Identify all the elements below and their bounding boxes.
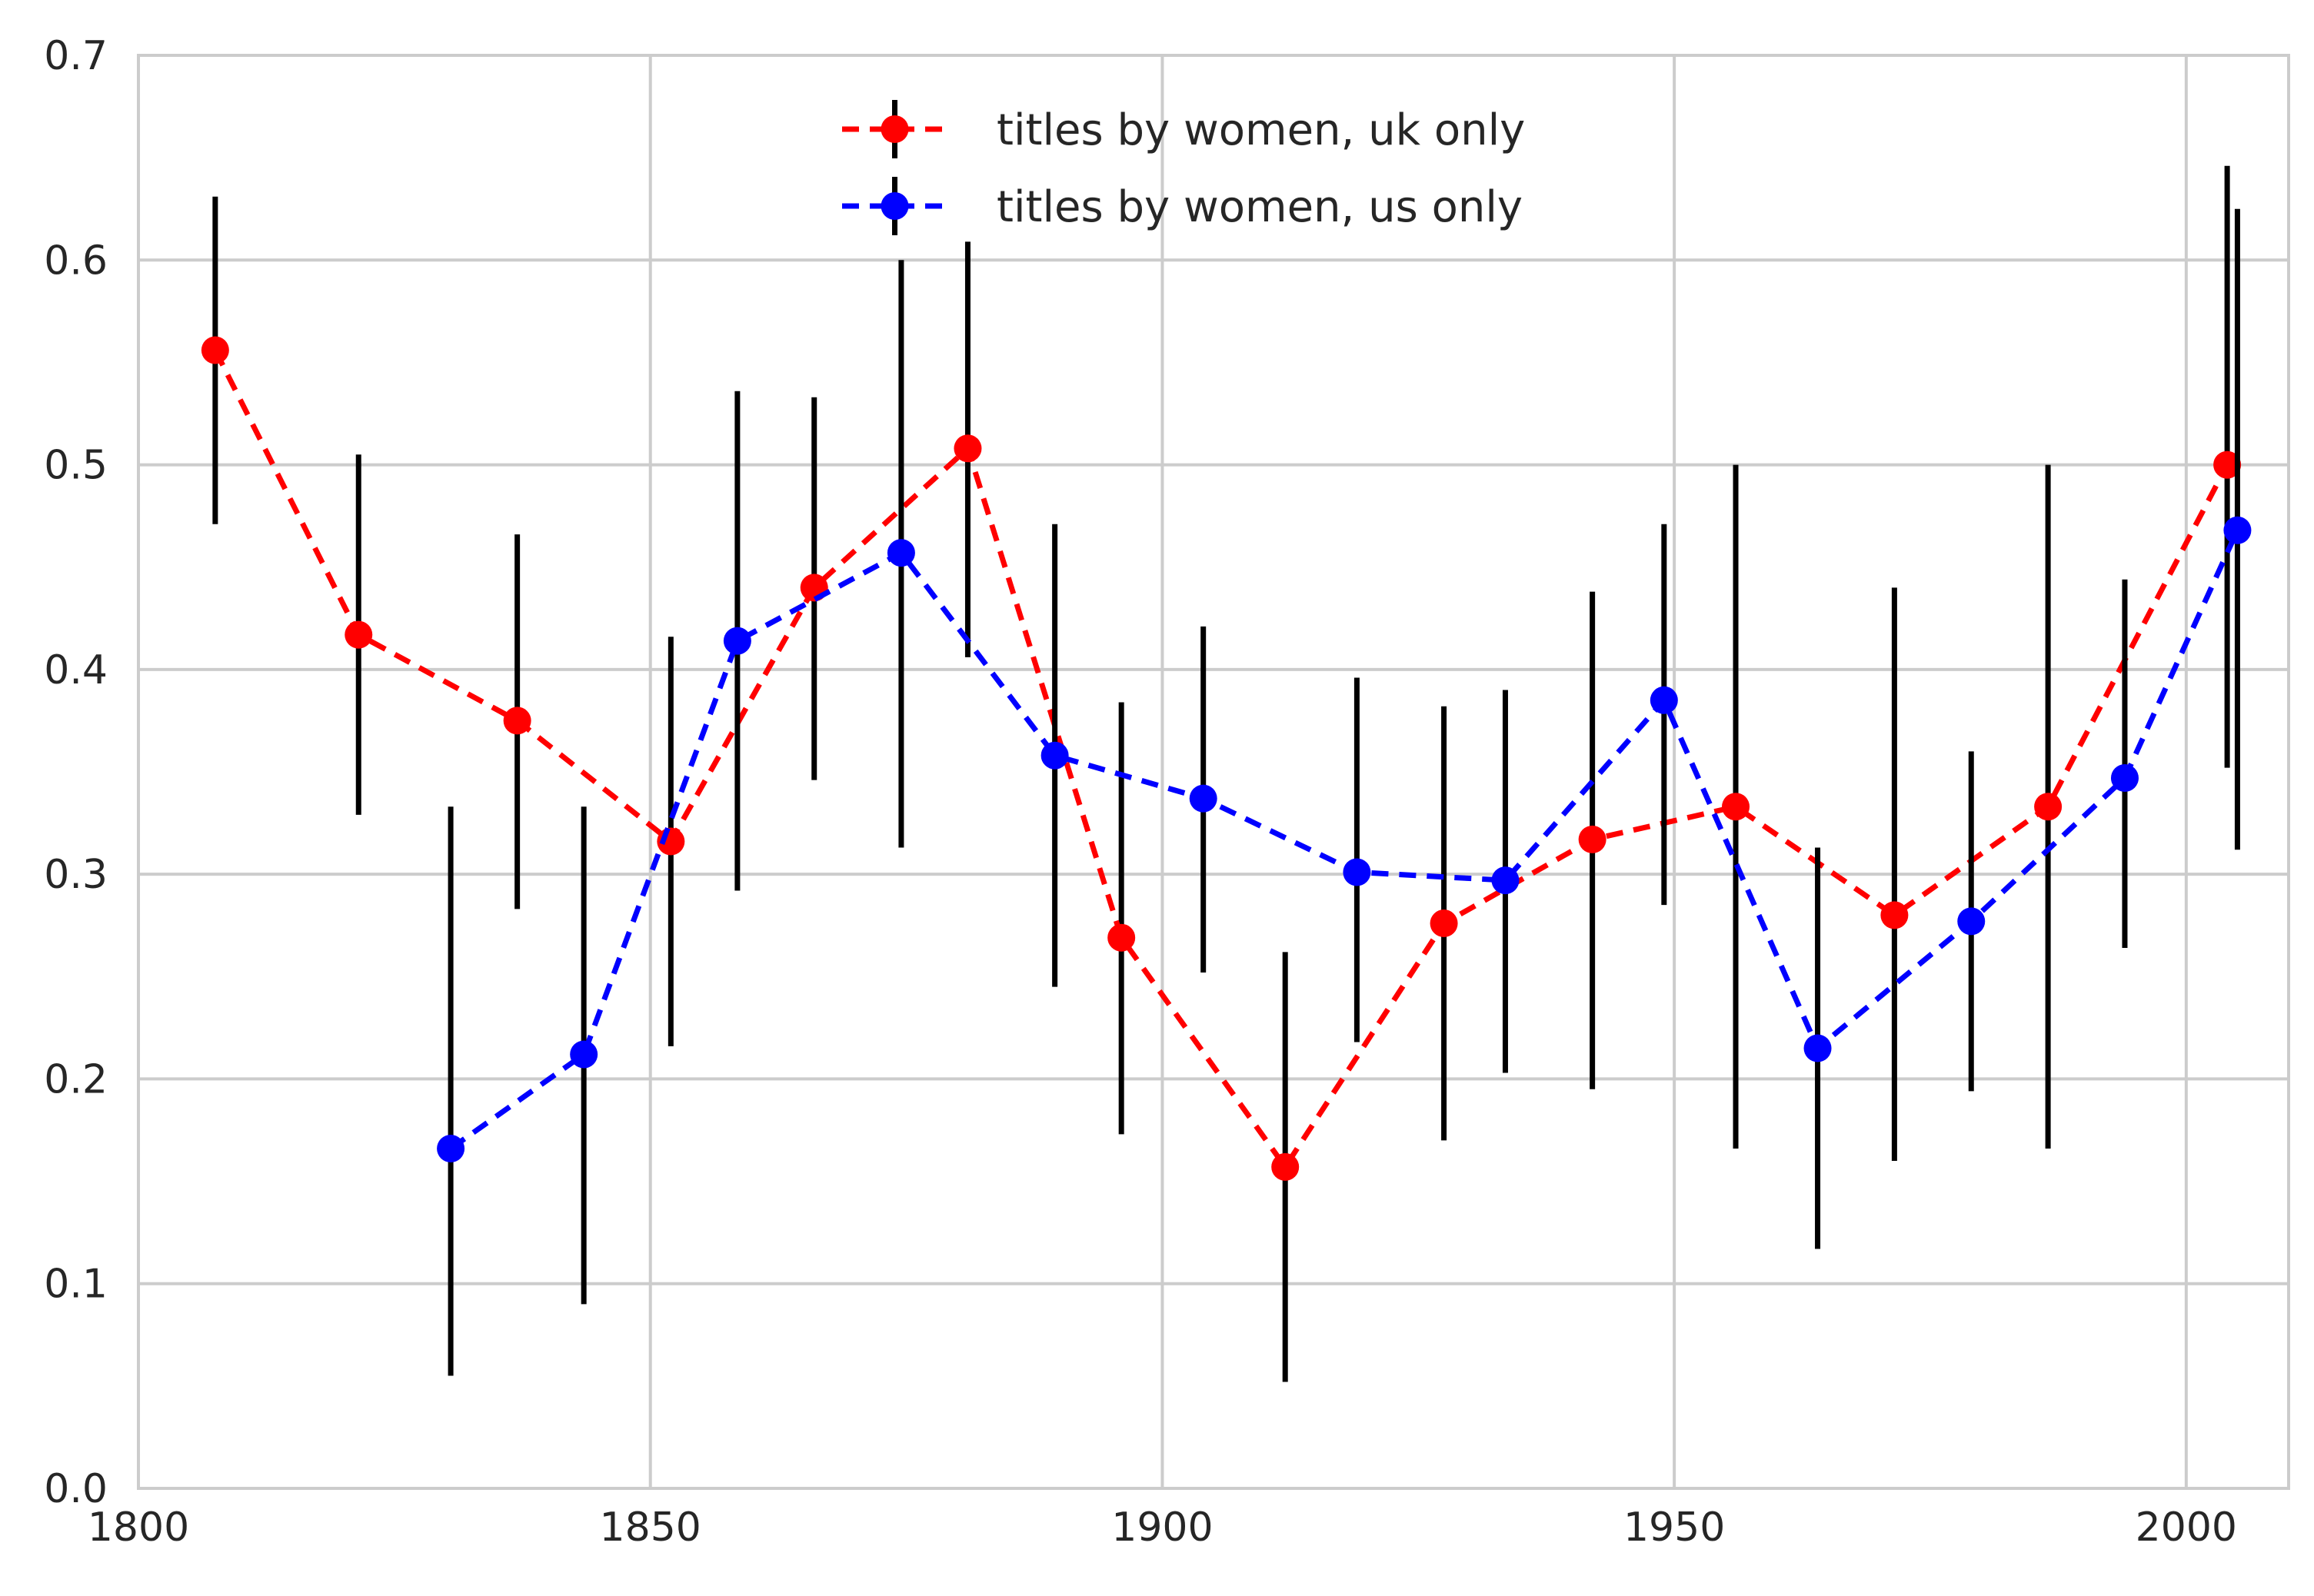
legend-item: titles by women, us only xyxy=(842,177,1523,235)
data-point xyxy=(201,336,229,364)
legend-label: titles by women, uk only xyxy=(997,105,1525,155)
data-point xyxy=(723,627,751,655)
series-layer xyxy=(201,165,2252,1382)
data-point xyxy=(1343,858,1371,886)
x-tick-label: 1950 xyxy=(1623,1505,1725,1551)
data-point xyxy=(1040,741,1069,770)
data-point xyxy=(1430,909,1458,938)
data-point xyxy=(1189,784,1217,813)
legend-item: titles by women, uk only xyxy=(842,100,1525,158)
data-point xyxy=(1957,907,1986,936)
series-uk xyxy=(201,165,2242,1382)
y-tick-label: 0.4 xyxy=(44,647,108,693)
grid xyxy=(137,54,2289,1490)
data-point xyxy=(954,434,982,463)
data-point xyxy=(1722,793,1750,821)
y-axis-tick-labels: 0.0 0.1 0.2 0.3 0.4 0.5 0.6 0.7 xyxy=(44,33,108,1512)
data-point xyxy=(887,539,915,567)
y-tick-label: 0.6 xyxy=(44,238,108,284)
y-tick-label: 0.0 xyxy=(44,1466,108,1512)
x-tick-label: 2000 xyxy=(2136,1505,2237,1551)
legend-label: titles by women, us only xyxy=(997,182,1523,232)
legend-marker xyxy=(881,115,909,143)
x-axis-tick-labels: 1800 1850 1900 1950 2000 xyxy=(88,1505,2237,1551)
data-point xyxy=(2034,793,2063,821)
data-point xyxy=(503,707,531,735)
series-line xyxy=(212,348,2230,1172)
y-tick-label: 0.7 xyxy=(44,33,108,79)
data-point xyxy=(1650,686,1678,714)
data-point xyxy=(1578,825,1606,853)
data-point xyxy=(2213,451,2242,479)
x-tick-label: 1900 xyxy=(1111,1505,1213,1551)
legend-marker xyxy=(881,192,909,220)
y-tick-label: 0.5 xyxy=(44,443,108,489)
x-tick-label: 1850 xyxy=(600,1505,701,1551)
data-point xyxy=(1491,866,1520,895)
data-point xyxy=(570,1040,598,1069)
data-point xyxy=(1271,1152,1300,1181)
y-tick-label: 0.2 xyxy=(44,1056,108,1102)
plot-frame xyxy=(137,54,2290,1490)
y-tick-label: 0.1 xyxy=(44,1262,108,1308)
data-point xyxy=(1803,1034,1832,1062)
data-point xyxy=(2223,516,2252,544)
data-point xyxy=(1880,901,1909,929)
data-point xyxy=(1107,923,1136,952)
legend: titles by women, uk only titles by women,… xyxy=(842,100,1525,235)
x-tick-label: 1800 xyxy=(88,1505,189,1551)
data-point xyxy=(345,620,373,649)
data-point xyxy=(437,1134,465,1162)
series-us xyxy=(437,208,2252,1376)
data-point xyxy=(2110,763,2139,792)
y-tick-label: 0.3 xyxy=(44,852,108,898)
